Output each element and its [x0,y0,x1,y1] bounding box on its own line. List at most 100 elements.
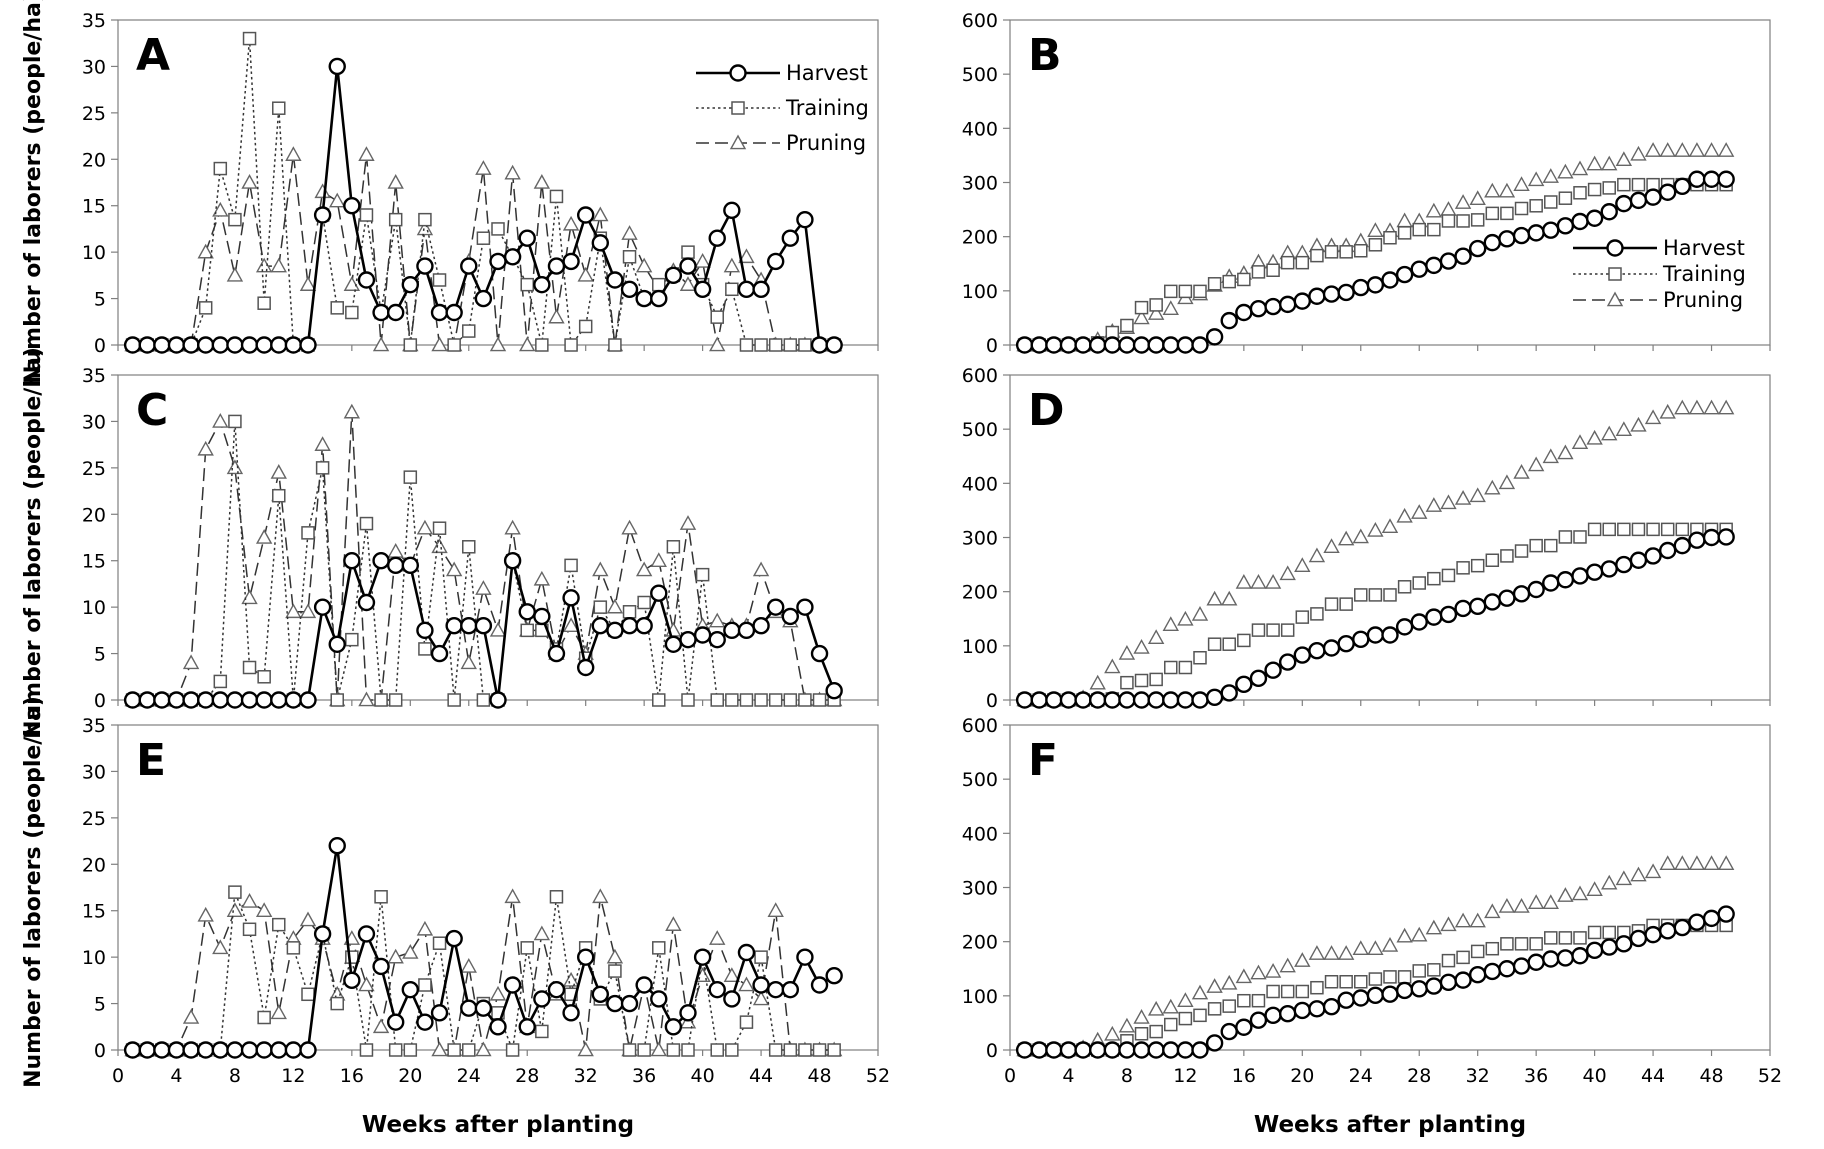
data-point-harvest [1556,949,1575,967]
data-point-harvest [1015,336,1034,354]
data-point-training [374,693,388,707]
data-point-harvest [357,593,376,612]
data-point-harvest [825,967,843,985]
data-point-harvest [1278,1005,1297,1023]
data-point-harvest [1425,256,1443,275]
data-point-pruning [270,464,287,479]
data-point-harvest [1702,528,1721,547]
data-point-pruning [1147,305,1165,320]
data-point-harvest [1688,170,1706,188]
panel-a: 0 5 10 15 20 25 30 35 A Harvest Training Pruning [82,10,879,357]
data-point-harvest [416,1013,434,1031]
data-point-pruning [387,948,404,964]
series-line-pruning [132,412,835,701]
data-point-pruning [1454,490,1472,505]
data-point-harvest [1147,691,1165,709]
y-tick-label: 0 [986,690,998,712]
data-point-training [754,950,768,964]
data-point-harvest [533,990,551,1008]
data-point-harvest [401,556,420,575]
data-point-training [505,1043,520,1057]
data-point-pruning [1469,487,1486,503]
data-point-harvest [693,280,712,298]
data-point-harvest [1644,925,1662,944]
y-tick-label: 30 [82,761,106,783]
data-point-harvest [620,994,639,1013]
data-point-training [1529,538,1543,553]
data-point-training [783,1043,798,1057]
data-point-training [768,693,783,707]
data-point-training [1587,522,1602,537]
data-point-training [1514,544,1529,558]
data-point-pruning [1571,160,1589,176]
series-harvest [1015,170,1735,354]
data-point-pruning [226,902,244,918]
data-point-harvest [386,556,405,575]
y-tick-label: 300 [962,878,998,900]
data-point-pruning [1206,590,1223,606]
data-point-training [1500,549,1514,563]
data-point-harvest [1191,1041,1209,1059]
data-point-pruning [445,561,463,577]
data-point-pruning [1674,855,1691,870]
data-point-harvest [503,976,522,994]
plot-frame [117,724,879,1051]
y-tick-label: 10 [82,242,106,264]
data-point-pruning [475,580,492,595]
data-point-harvest [810,336,829,354]
data-point-harvest [1045,336,1063,354]
data-point-harvest [1103,1041,1122,1059]
data-point-training [1383,588,1397,602]
data-point-harvest [460,999,478,1017]
x-tick-label: 28 [515,1065,539,1087]
data-point-harvest [708,630,726,649]
data-point-harvest [138,336,156,354]
data-point-training [622,250,637,264]
data-point-training [345,305,359,320]
data-point-pruning [182,1009,200,1024]
data-point-harvest [1162,691,1180,709]
data-point-pruning [1703,399,1720,415]
data-point-harvest [1176,691,1195,709]
data-point-harvest [1527,953,1545,971]
data-point-training [564,558,578,573]
data-point-training [1193,284,1207,299]
data-point-pruning [1367,222,1384,238]
data-point-harvest [123,691,142,709]
data-point-pruning [1586,155,1603,171]
data-point-training [1470,558,1485,573]
data-point-training [1412,576,1426,590]
data-point-pruning [1454,912,1472,928]
data-point-harvest [1454,971,1472,989]
panel-letter: E [136,735,166,786]
data-point-training [272,101,286,115]
data-point-harvest [1205,688,1224,706]
data-point-harvest [693,948,712,966]
data-point-pruning [1162,616,1179,632]
data-point-pruning [226,459,244,475]
data-point-harvest [752,280,770,298]
data-point-harvest [313,206,332,224]
data-point-harvest [182,336,200,354]
data-point-training [578,319,593,334]
data-point-harvest [1498,589,1516,607]
data-point-harvest [679,257,697,275]
data-point-harvest [153,336,171,354]
data-point-harvest [1483,962,1502,981]
data-point-training [476,693,491,707]
data-point-training [432,521,447,535]
data-point-harvest [1410,260,1428,278]
data-point-harvest [401,980,420,999]
data-point-pruning [709,612,726,628]
data-point-pruning [1615,870,1633,886]
data-point-training [1164,660,1178,675]
data-point-harvest [1717,170,1735,188]
data-point-harvest [1220,311,1238,330]
data-point-training [1178,660,1193,675]
legend-marker-pruning [1606,291,1624,307]
data-point-pruning [606,598,624,614]
data-point-harvest [518,1018,536,1036]
data-point-training [1178,1011,1193,1026]
data-point-harvest [693,626,712,644]
y-tick-label: 25 [82,103,106,125]
